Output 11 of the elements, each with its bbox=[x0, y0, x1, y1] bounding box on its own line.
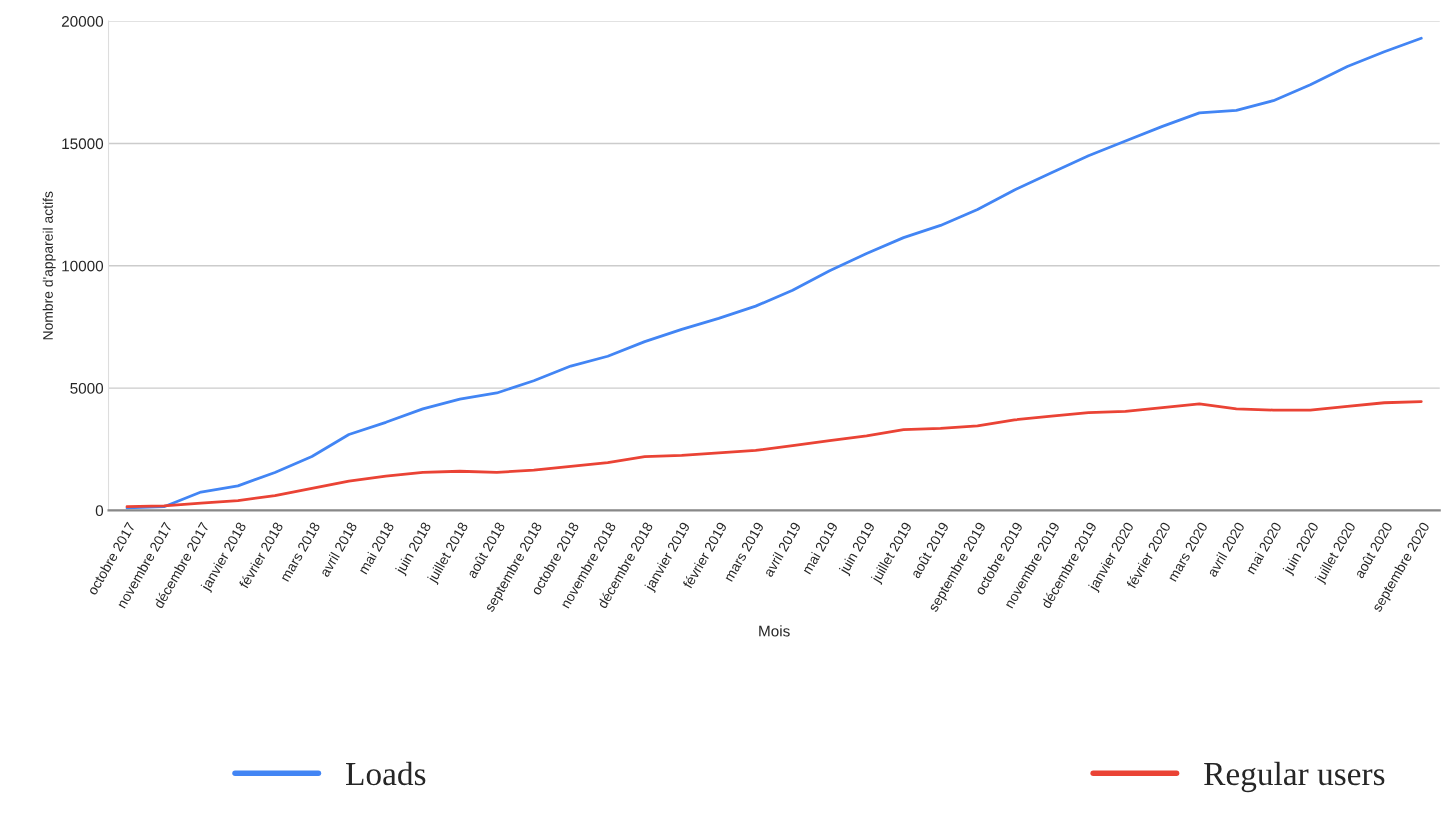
line-series bbox=[125, 36, 1423, 510]
y-tick-label: 10000 bbox=[62, 260, 104, 272]
y-tick-label: 5000 bbox=[70, 382, 104, 394]
y-tick-label: 0 bbox=[95, 505, 104, 517]
legend-label: Regular users bbox=[1204, 761, 1385, 793]
x-axis-title: Mois bbox=[759, 625, 790, 637]
line-series bbox=[125, 400, 1423, 509]
y-tick-label: 20000 bbox=[61, 16, 104, 27]
y-axis-title: Nombre d'appareil actifs bbox=[42, 191, 56, 340]
y-tick-label: 15000 bbox=[62, 138, 104, 150]
legend-label: Loads bbox=[346, 761, 426, 786]
